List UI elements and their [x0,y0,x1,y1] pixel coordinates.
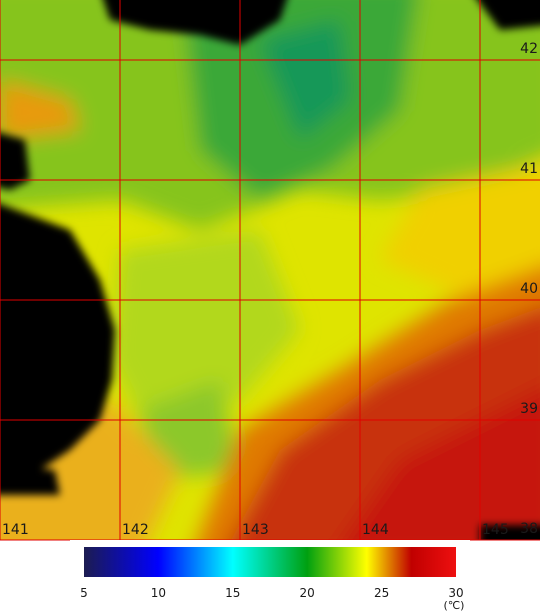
colorbar-tick-label: 5 [80,586,88,600]
colorbar-unit: (℃) [444,599,465,612]
latitude-label: 38 [520,521,538,537]
colorbar-tick-label: 15 [225,586,240,600]
latitude-label: 41 [520,161,538,177]
longitude-label: 141 [2,522,29,538]
latitude-label: 39 [520,401,538,417]
colorbar-tick-label: 20 [300,586,315,600]
colorbar [84,547,456,577]
colorbar-tick-label: 25 [374,586,389,600]
longitude-label: 145 [482,522,509,538]
longitude-label: 144 [362,522,389,538]
colorbar-tick-label: 10 [151,586,166,600]
longitude-label: 143 [242,522,269,538]
latitude-label: 42 [520,41,538,57]
sst-image [0,0,540,540]
latitude-label: 40 [520,281,538,297]
longitude-label: 142 [122,522,149,538]
colorbar-tick-label: 30 [448,586,463,600]
